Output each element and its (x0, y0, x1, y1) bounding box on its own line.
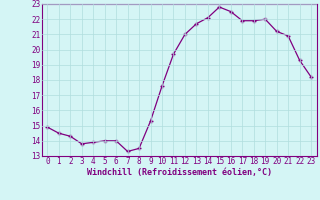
X-axis label: Windchill (Refroidissement éolien,°C): Windchill (Refroidissement éolien,°C) (87, 168, 272, 177)
